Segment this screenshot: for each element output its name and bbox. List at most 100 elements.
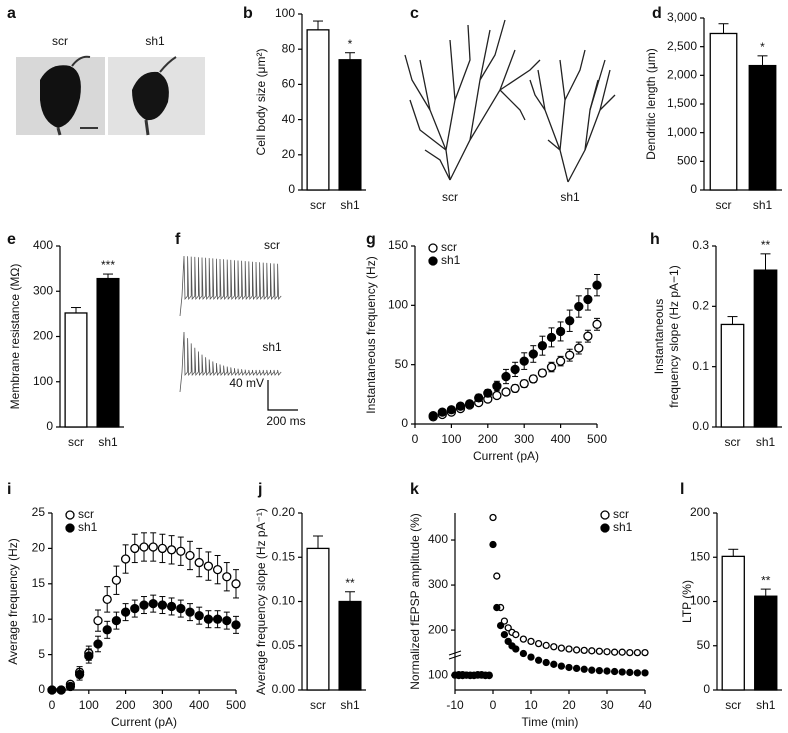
marker bbox=[493, 572, 501, 580]
y-tick-label: 100 bbox=[33, 374, 53, 388]
marker bbox=[588, 666, 596, 674]
marker bbox=[111, 615, 122, 626]
voltage-trace bbox=[179, 255, 282, 317]
marker bbox=[437, 407, 447, 417]
x-tick-label: scr bbox=[725, 435, 741, 449]
marker bbox=[626, 668, 634, 677]
y-tick-label: 0.3 bbox=[692, 238, 709, 252]
marker bbox=[185, 550, 195, 561]
x-tick-label: 0 bbox=[490, 698, 497, 712]
y-tick-label: 200 bbox=[690, 505, 710, 519]
marker bbox=[489, 513, 497, 522]
marker bbox=[194, 557, 204, 568]
scale-label: 40 mV bbox=[229, 376, 264, 390]
marker bbox=[47, 685, 57, 695]
marker bbox=[212, 564, 223, 575]
marker bbox=[500, 617, 509, 625]
marker bbox=[580, 646, 588, 655]
y-tick-label: 1,500 bbox=[667, 96, 697, 110]
x-tick-label: scr bbox=[716, 198, 732, 212]
x-tick-label: 10 bbox=[524, 698, 538, 712]
marker bbox=[194, 611, 204, 621]
bar bbox=[64, 312, 88, 428]
y-tick-label: 0 bbox=[690, 182, 697, 196]
marker bbox=[592, 280, 602, 290]
marker bbox=[446, 405, 457, 415]
marker bbox=[537, 368, 548, 378]
y-tick-label: 100 bbox=[275, 6, 295, 20]
legend-marker bbox=[600, 523, 610, 533]
neuron-tracing bbox=[529, 49, 616, 183]
marker bbox=[510, 364, 520, 375]
y-tick-label: 400 bbox=[33, 238, 53, 252]
marker bbox=[157, 600, 168, 610]
significance: * bbox=[348, 37, 353, 51]
y-axis-label: Normalized fEPSP amplitude (%) bbox=[408, 513, 422, 690]
bar bbox=[338, 600, 362, 691]
x-tick-label: sh1 bbox=[340, 698, 360, 712]
y-tick-label: 15 bbox=[32, 576, 46, 590]
marker bbox=[102, 625, 112, 635]
y-tick-label: 0 bbox=[46, 419, 53, 433]
panel-letter: d bbox=[652, 5, 662, 22]
panel-letter: c bbox=[410, 5, 419, 22]
y-axis-label: LTP (%) bbox=[680, 580, 694, 623]
bar bbox=[721, 555, 745, 691]
x-tick-label: 100 bbox=[79, 698, 99, 712]
marker bbox=[618, 648, 626, 656]
marker bbox=[610, 667, 619, 676]
micrograph bbox=[108, 56, 205, 136]
marker bbox=[565, 663, 573, 672]
trace-label: sh1 bbox=[262, 340, 282, 354]
panel-letter: g bbox=[366, 231, 376, 248]
marker bbox=[84, 651, 94, 661]
x-tick-label: -10 bbox=[446, 698, 464, 712]
marker bbox=[546, 332, 557, 343]
marker bbox=[572, 664, 581, 673]
legend-label: scr bbox=[78, 507, 94, 521]
marker bbox=[528, 349, 538, 359]
y-axis-label: frequency slope (Hz pA−1) bbox=[667, 265, 681, 407]
significance: ** bbox=[345, 576, 355, 590]
panel-letter: h bbox=[650, 231, 660, 248]
marker bbox=[565, 645, 573, 653]
x-tick-label: 400 bbox=[189, 698, 209, 712]
y-tick-label: 5 bbox=[38, 647, 45, 661]
marker bbox=[496, 621, 505, 630]
x-tick-label: 300 bbox=[152, 698, 172, 712]
y-tick-label: 150 bbox=[690, 549, 710, 563]
y-tick-label: 0.05 bbox=[272, 638, 296, 652]
bar bbox=[306, 29, 330, 191]
y-tick-label: 500 bbox=[677, 154, 697, 168]
y-tick-label: 0 bbox=[38, 682, 45, 696]
panel-letter: b bbox=[243, 5, 253, 22]
x-tick-label: scr bbox=[68, 435, 84, 449]
marker bbox=[528, 374, 538, 384]
legend-label: sh1 bbox=[613, 520, 633, 534]
y-tick-label: 100 bbox=[690, 594, 710, 608]
x-tick-label: sh1 bbox=[756, 698, 776, 712]
bar bbox=[753, 269, 778, 428]
x-axis-label: Time (min) bbox=[522, 715, 579, 729]
marker bbox=[455, 401, 466, 411]
marker bbox=[120, 554, 131, 564]
marker bbox=[483, 388, 493, 398]
marker bbox=[504, 624, 512, 632]
marker bbox=[493, 603, 501, 612]
marker bbox=[583, 331, 593, 341]
marker bbox=[565, 316, 575, 326]
marker bbox=[618, 668, 626, 676]
marker bbox=[428, 411, 438, 421]
neuron-tracing bbox=[404, 19, 541, 181]
y-tick-label: 2,500 bbox=[667, 39, 697, 53]
legend-label: sh1 bbox=[441, 253, 461, 267]
marker bbox=[633, 648, 642, 657]
marker bbox=[148, 542, 158, 552]
marker bbox=[519, 649, 528, 658]
marker bbox=[222, 615, 232, 626]
scale-bar bbox=[267, 380, 298, 411]
marker bbox=[565, 350, 575, 360]
y-tick-label: 0.00 bbox=[272, 682, 296, 696]
marker bbox=[139, 542, 149, 552]
